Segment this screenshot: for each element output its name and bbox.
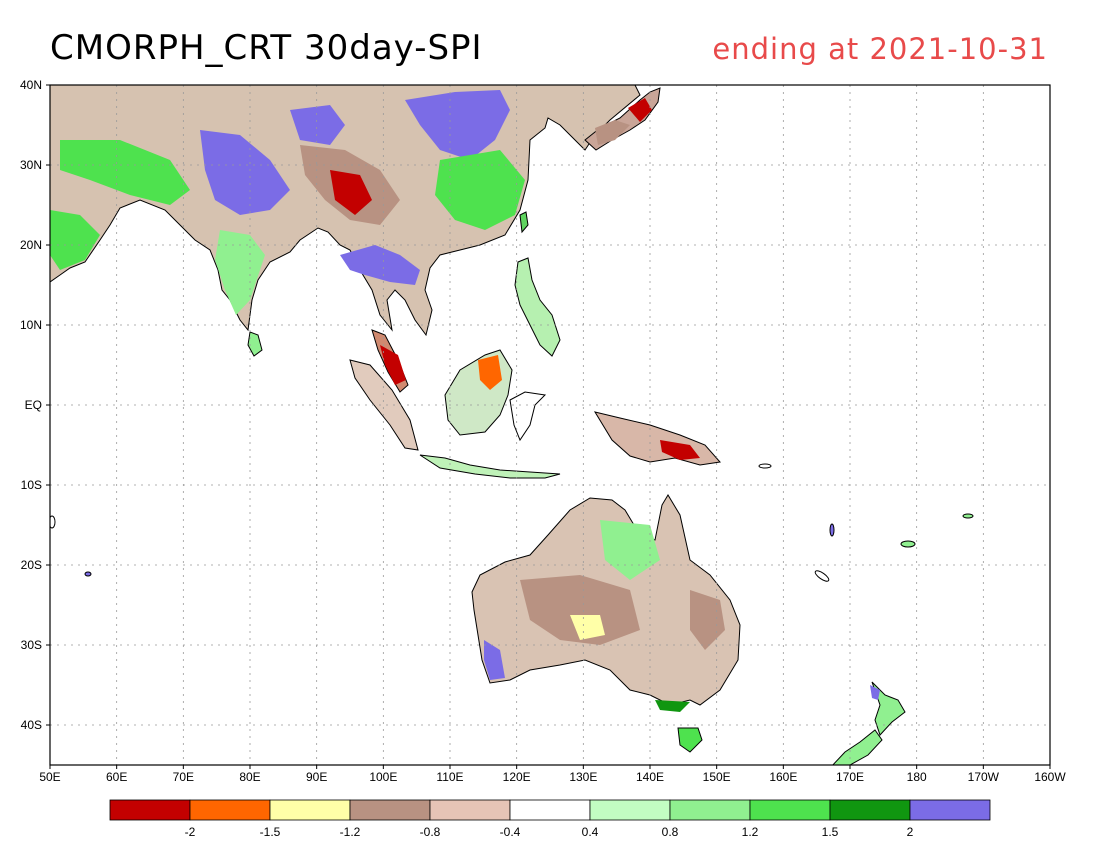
colorbar-label: -0.4 [499, 825, 521, 839]
map-title: CMORPH_CRT 30day-SPI [50, 28, 483, 68]
lon-tick-label: 120E [502, 770, 531, 784]
lon-tick-label: 50E [39, 770, 61, 784]
lon-tick-label: 80E [239, 770, 261, 784]
colorbar-swatch [269, 799, 351, 821]
philippines-landmass [514, 257, 561, 357]
colorbar-label: 2 [906, 825, 914, 839]
new-guinea-landmass [593, 411, 721, 466]
island-mauritius [84, 571, 92, 577]
lon-tick-label: 100E [369, 770, 398, 784]
lon-tick-label: 110E [436, 770, 464, 784]
lat-tick-label: 30N [19, 158, 42, 172]
lat-tick-label: 20N [19, 238, 42, 252]
colorbar-label: 1.5 [821, 825, 839, 839]
sri-lanka-landmass [247, 331, 263, 357]
island-solomon [758, 463, 772, 469]
lon-tick-label: 60E [105, 770, 128, 784]
new-zealand-south [832, 729, 883, 765]
lat-tick-label: 10N [19, 318, 42, 332]
lon-tick-label: 140E [635, 770, 665, 784]
colorbar-label: -0.8 [419, 825, 441, 839]
lon-tick-label: 170W [967, 770, 1000, 784]
colorbar-label: -1.2 [339, 825, 361, 839]
lon-tick-label: 70E [172, 770, 195, 784]
lat-tick-label: EQ [24, 398, 42, 412]
island-new-caledonia [814, 570, 830, 582]
lon-tick-label: 130E [569, 770, 598, 784]
lon-tick-label: 150E [702, 770, 731, 784]
lat-tick-label: 40N [19, 78, 42, 92]
colorbar-swatch [509, 799, 591, 821]
lat-tick-label: 10S [20, 478, 42, 492]
colorbar-swatch [589, 799, 671, 821]
lat-tick-label: 30S [20, 638, 42, 652]
tasmania-landmass [677, 727, 703, 753]
map-ticks [46, 84, 1051, 769]
colorbar-label: -2 [184, 825, 196, 839]
island-samoa [962, 513, 974, 519]
island-madagascar-edge [50, 515, 56, 529]
lon-tick-label: 160W [1034, 770, 1066, 784]
colorbar-swatch [829, 799, 911, 821]
map-frame [49, 84, 1051, 766]
taiwan-landmass [519, 211, 529, 234]
java-landmass [419, 454, 561, 479]
colorbar-swatch [109, 799, 191, 821]
map-gridlines [50, 85, 1050, 765]
sulawesi-landmass [509, 391, 547, 442]
lon-tick-label: 160E [769, 770, 798, 784]
colorbar-swatch [749, 799, 831, 821]
lon-tick-label: 180 [906, 770, 927, 784]
colorbar-label: 0.4 [581, 825, 599, 839]
lon-tick-label: 170E [835, 770, 865, 784]
colorbar-swatch [669, 799, 751, 821]
colorbar-swatch [429, 799, 511, 821]
colorbar-swatch [349, 799, 431, 821]
lon-tick-label: 90E [305, 770, 328, 784]
sumatra-landmass [349, 359, 419, 451]
lat-tick-label: 20S [20, 558, 42, 572]
colorbar-label: 0.8 [661, 825, 679, 839]
colorbar-swatch [189, 799, 271, 821]
island-vanuatu [829, 523, 835, 537]
colorbar-label: 1.2 [741, 825, 759, 839]
colorbar-label: -1.5 [259, 825, 281, 839]
lat-tick-label: 40S [20, 718, 42, 732]
spi-anomaly-patches [50, 90, 880, 712]
colorbar [109, 799, 991, 821]
island-fiji [900, 540, 916, 548]
colorbar-swatch [909, 799, 991, 821]
map-period: ending at 2021-10-31 [712, 32, 1048, 66]
new-zealand-north [871, 681, 906, 736]
